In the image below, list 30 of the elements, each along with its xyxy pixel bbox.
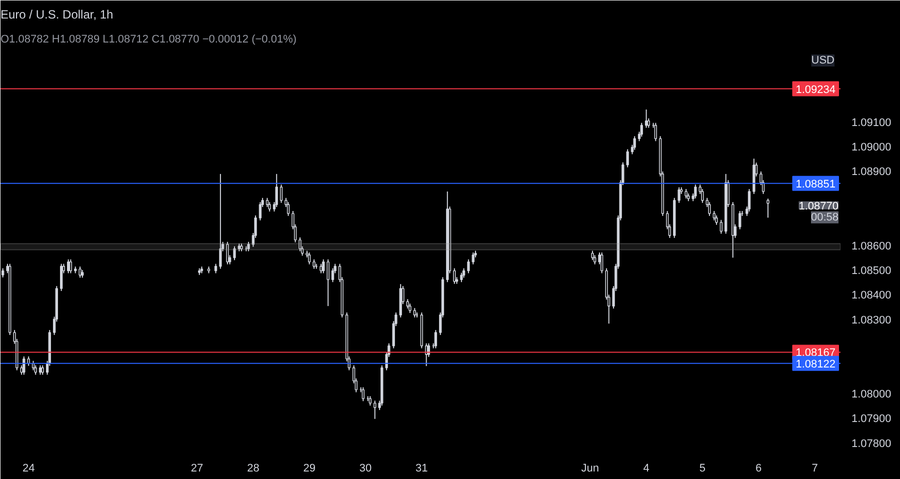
x-tick-label: 6 xyxy=(756,462,762,474)
y-tick-label: 1.09100 xyxy=(852,116,892,129)
y-tick-label: 1.08400 xyxy=(852,290,892,302)
ref-line-label: 1.09234 xyxy=(796,84,836,96)
ref-line-label: 1.08851 xyxy=(796,178,836,190)
annotation: USD xyxy=(811,54,835,66)
y-tick-label: 1.08500 xyxy=(852,265,892,278)
x-tick-label: 30 xyxy=(359,462,372,474)
x-tick-label: 4 xyxy=(643,462,650,474)
y-tick-label: 1.09000 xyxy=(852,142,892,154)
y-tick-label: 1.08000 xyxy=(852,388,892,400)
annotation: 00:58 xyxy=(810,211,839,224)
y-tick-label: 1.08900 xyxy=(852,166,892,178)
x-tick-label: 7 xyxy=(812,462,818,474)
y-tick-label: 1.08300 xyxy=(852,314,892,326)
ref-line-label: 1.08167 xyxy=(796,347,836,360)
y-tick-label: 1.07900 xyxy=(852,413,892,426)
y-tick-label: 1.08600 xyxy=(852,240,892,252)
x-tick-label: Jun xyxy=(581,462,600,474)
x-tick-label: 27 xyxy=(190,462,204,474)
x-tick-label: 28 xyxy=(247,462,260,474)
x-tick-label: 29 xyxy=(303,462,316,474)
annotation: 1.08770 xyxy=(798,200,839,212)
x-tick-label: 5 xyxy=(699,462,706,474)
ref-line-label: 1.08122 xyxy=(796,358,836,370)
x-tick-label: 31 xyxy=(416,462,428,474)
chart-subtitle: O1.08782 H1.08789 L1.08712 C1.08770 −0.00012 (−0.01%) xyxy=(0,34,297,46)
y-tick-label: 1.07800 xyxy=(852,438,892,450)
x-tick-label: 24 xyxy=(22,462,35,474)
chart-title: Euro / U.S. Dollar, 1h xyxy=(0,8,114,22)
